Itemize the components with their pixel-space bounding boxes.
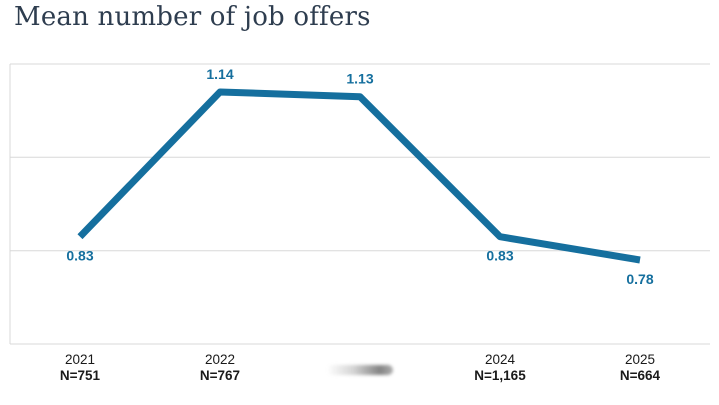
value-label: 0.83 [486, 248, 513, 264]
x-axis-label-2024: 2024 N=1,165 [465, 352, 535, 388]
x-axis-year: 2025 [624, 352, 656, 367]
x-axis-n: N=767 [199, 368, 241, 383]
x-axis-label-redacted [325, 352, 395, 388]
value-label: 1.13 [346, 71, 373, 87]
x-axis-n: N=664 [619, 368, 661, 383]
x-axis-label-2021: 2021 N=751 [45, 352, 115, 388]
x-axis-year: 2022 [204, 352, 236, 367]
chart-title: Mean number of job offers [14, 2, 371, 32]
value-label: 0.83 [66, 248, 93, 264]
x-axis-label-2022: 2022 N=767 [185, 352, 255, 388]
value-label: 0.78 [626, 271, 653, 287]
redacted-label-smudge [327, 365, 393, 375]
x-axis-n: N=1,165 [474, 368, 526, 383]
value-label: 1.14 [206, 66, 233, 82]
x-axis-year: 2024 [484, 352, 516, 367]
x-axis-year: 2021 [64, 352, 96, 367]
line-series [77, 88, 641, 264]
x-axis-label-2025: 2025 N=664 [605, 352, 675, 388]
x-axis-n: N=751 [59, 368, 101, 383]
